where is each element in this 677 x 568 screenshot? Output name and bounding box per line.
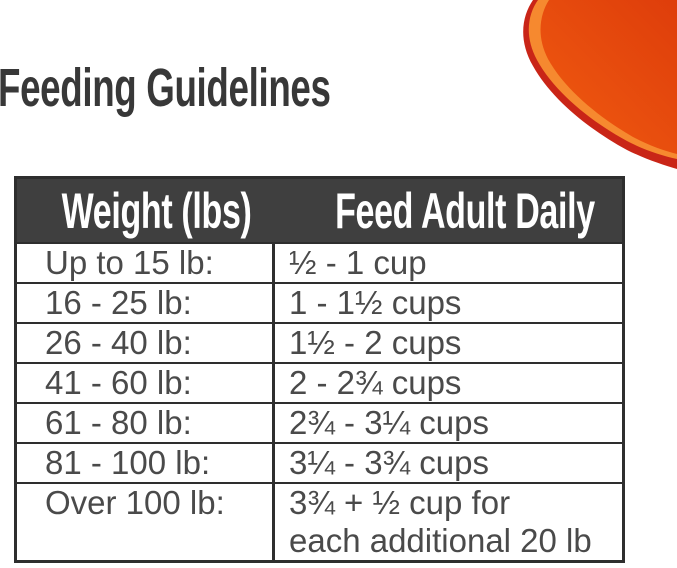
feed-cell: 1½ - 2 cups [272, 322, 625, 364]
table-row: 81 - 100 lb: 3¼ - 3¾ cups [14, 442, 625, 484]
weight-cell: Over 100 lb: [14, 482, 275, 563]
weight-cell: 26 - 40 lb: [14, 322, 275, 364]
column-header-feed: Feed Adult Daily [273, 177, 624, 243]
feed-cell: 1 - 1½ cups [272, 282, 625, 324]
table-row: Over 100 lb: 3¾ + ½ cup for each additio… [14, 482, 625, 563]
page-title: Feeding Guidelines [0, 57, 487, 119]
weight-cell: 61 - 80 lb: [14, 402, 275, 444]
weight-cell: Up to 15 lb: [14, 242, 275, 284]
table-header-row: Weight (lbs) Feed Adult Daily [15, 177, 624, 243]
feed-cell: ½ - 1 cup [272, 242, 625, 284]
weight-cell: 16 - 25 lb: [14, 282, 275, 324]
table-row: 16 - 25 lb: 1 - 1½ cups [14, 282, 625, 324]
table-row: 41 - 60 lb: 2 - 2¾ cups [14, 362, 625, 404]
feed-cell: 2 - 2¾ cups [272, 362, 625, 404]
table-row: 61 - 80 lb: 2¾ - 3¼ cups [14, 402, 625, 444]
table-row: Up to 15 lb: ½ - 1 cup [14, 242, 625, 284]
column-header-weight: Weight (lbs) [15, 177, 274, 243]
weight-cell: 81 - 100 lb: [14, 442, 275, 484]
corner-swoosh-icon [523, 0, 677, 169]
feed-cell: 2¾ - 3¼ cups [272, 402, 625, 444]
feed-cell: 3¼ - 3¾ cups [272, 442, 625, 484]
weight-cell: 41 - 60 lb: [14, 362, 275, 404]
page-title-text: Feeding Guidelines [0, 58, 331, 118]
feeding-guidelines-table: Weight (lbs) Feed Adult Daily Up to 15 l… [14, 176, 625, 563]
swoosh-body [540, 0, 677, 154]
table-row: 26 - 40 lb: 1½ - 2 cups [14, 322, 625, 364]
feed-cell: 3¾ + ½ cup for each additional 20 lb [272, 482, 625, 563]
